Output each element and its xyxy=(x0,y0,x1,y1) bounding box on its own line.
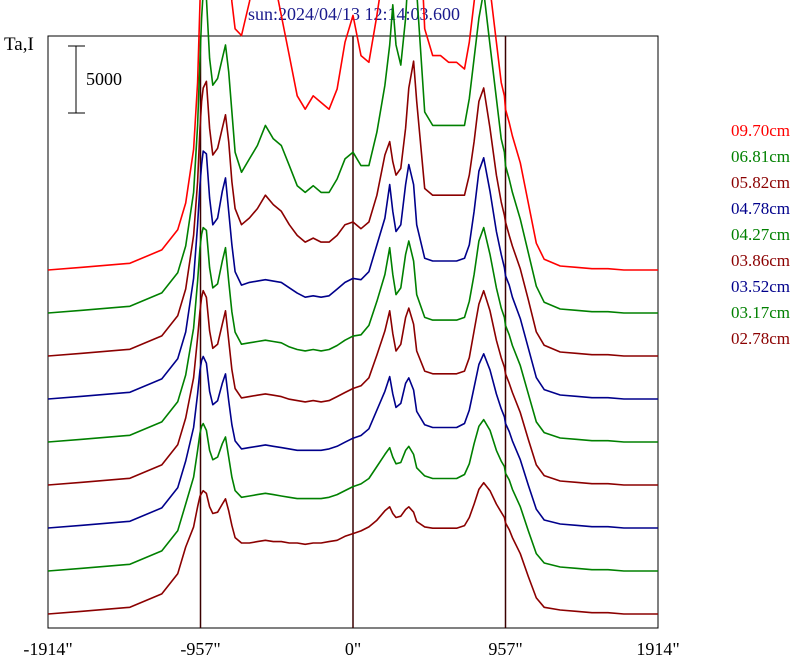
scale-bar: 5000 xyxy=(68,45,122,114)
series-line-03.86cm xyxy=(47,289,658,486)
x-axis-ticks: -1914" -957" 0" 957" 1914" xyxy=(23,639,679,659)
series-line-06.81cm xyxy=(47,0,658,314)
x-tick-label: 957" xyxy=(488,639,522,659)
legend-item-06.81cm: 06.81cm xyxy=(731,147,790,166)
legend-item-05.82cm: 05.82cm xyxy=(731,173,790,192)
x-tick-label: 0" xyxy=(345,639,361,659)
legend-item-04.78cm: 04.78cm xyxy=(731,199,790,218)
legend-item-03.17cm: 03.17cm xyxy=(731,303,790,322)
legend-item-03.86cm: 03.86cm xyxy=(731,251,790,270)
series-line-02.78cm xyxy=(47,481,658,615)
series-line-09.70cm xyxy=(47,0,658,271)
x-tick-label: -1914" xyxy=(23,639,72,659)
scale-bar-label: 5000 xyxy=(86,69,122,89)
x-tick-label: -957" xyxy=(180,639,220,659)
x-tick-label: 1914" xyxy=(636,639,679,659)
series-line-04.78cm xyxy=(47,150,658,400)
legend-item-04.27cm: 04.27cm xyxy=(731,225,790,244)
y-axis-label: Ta,I xyxy=(4,34,34,55)
series-layer xyxy=(47,0,658,615)
legend-item-02.78cm: 02.78cm xyxy=(731,329,790,348)
legend-item-03.52cm: 03.52cm xyxy=(731,277,790,296)
series-line-03.52cm xyxy=(47,352,658,529)
series-line-05.82cm xyxy=(47,60,658,357)
chart-title: sun:2024/04/13 12:14:03.600 xyxy=(248,4,460,24)
series-line-04.27cm xyxy=(47,226,658,443)
legend: 09.70cm 06.81cm 05.82cm 04.78cm 04.27cm 03.86… xyxy=(731,121,790,348)
series-line-03.17cm xyxy=(47,418,658,572)
legend-item-09.70cm: 09.70cm xyxy=(731,121,790,140)
